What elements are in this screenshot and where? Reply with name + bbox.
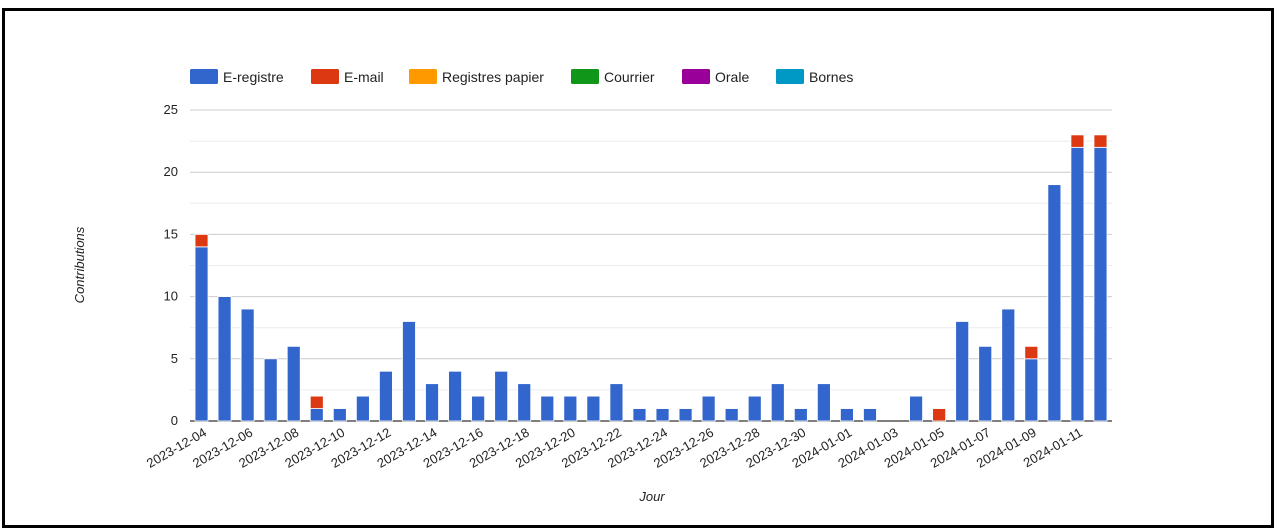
bar-e-registre-2024-01-06: [955, 321, 970, 422]
y-tick-label: 25: [164, 102, 178, 117]
y-axis-title: Contributions: [72, 226, 87, 303]
bar-e-registre-2024-01-07: [978, 345, 993, 422]
bar-e-registre-2023-12-18: [517, 383, 532, 422]
bar-e-registre-2023-12-05: [217, 296, 232, 422]
bar-e-mail-2024-01-11: [1070, 134, 1085, 148]
bar-e-registre-2024-01-04: [909, 395, 923, 422]
bar-e-registre-2023-12-11: [355, 395, 370, 422]
bar-e-registre-2023-12-26: [701, 395, 716, 422]
bar-e-registre-2023-12-29: [770, 383, 785, 422]
bar-e-registre-2023-12-16: [471, 395, 486, 422]
chart-frame: [2, 8, 1274, 528]
gridlines: [190, 109, 1112, 422]
y-tick-label: 20: [164, 164, 178, 179]
bar-e-registre-2023-12-09: [309, 408, 324, 422]
bar-e-mail-2024-01-12: [1093, 134, 1108, 148]
bar-e-registre-2023-12-21: [586, 395, 601, 422]
bar-e-registre-2024-01-09: [1024, 358, 1039, 422]
legend-swatch-courrier: [571, 69, 599, 84]
stacked-bar-chart: E-registre E-mail Registres papier Courrier…: [72, 69, 1112, 504]
bar-e-registre-2024-01-11: [1070, 146, 1085, 422]
legend-label-orale: Orale: [715, 69, 749, 85]
legend-label-e-mail: E-mail: [344, 69, 384, 85]
legend-swatch-e-registre: [190, 69, 218, 84]
bar-e-registre-2023-12-14: [425, 383, 439, 422]
bar-e-registre-2023-12-24: [655, 408, 670, 422]
bar-e-registre-2023-12-19: [540, 395, 555, 422]
bar-e-registre-2024-01-12: [1093, 146, 1108, 422]
bar-e-mail-2024-01-09: [1024, 345, 1039, 360]
bar-e-registre-2023-12-15: [448, 370, 462, 422]
bar-e-registre-2023-12-30: [793, 408, 808, 422]
legend-swatch-bornes: [776, 69, 804, 84]
bar-e-registre-2024-01-01: [840, 408, 854, 422]
y-tick-label: 10: [164, 289, 178, 304]
bar-e-registre-2023-12-07: [263, 358, 278, 422]
legend-label-e-registre: E-registre: [223, 69, 284, 85]
bar-e-registre-2023-12-13: [402, 321, 416, 422]
bar-e-mail-2023-12-09: [309, 395, 324, 409]
bar-e-registre-2023-12-22: [609, 383, 624, 422]
legend-label-registres-papier: Registres papier: [442, 69, 544, 85]
bar-e-registre-2023-12-27: [724, 408, 739, 422]
y-tick-label: 15: [164, 226, 178, 241]
bar-e-registre-2023-12-17: [494, 370, 509, 422]
bar-e-registre-2023-12-10: [332, 408, 347, 422]
bar-e-registre-2024-01-02: [863, 408, 877, 422]
bar-e-registre-2024-01-10: [1047, 184, 1062, 422]
bar-e-registre-2023-12-12: [379, 370, 393, 422]
bar-e-registre-2023-12-31: [816, 383, 831, 422]
legend-label-courrier: Courrier: [604, 69, 655, 85]
legend: E-registre E-mail Registres papier Courrier…: [190, 69, 853, 85]
bar-e-registre-2023-12-08: [286, 345, 301, 422]
bar-e-registre-2023-12-06: [240, 308, 255, 422]
legend-swatch-orale: [682, 69, 710, 84]
bar-e-registre-2023-12-04: [194, 246, 209, 422]
y-tick-label: 5: [171, 351, 178, 366]
bars: [194, 134, 1108, 422]
x-axis-ticks: 2023-12-042023-12-062023-12-082023-12-10…: [144, 425, 1085, 471]
bar-e-registre-2024-01-08: [1001, 308, 1016, 422]
x-axis-title: Jour: [638, 489, 665, 504]
legend-swatch-registres-papier: [409, 69, 437, 84]
y-axis-ticks: 0 5 10 15 20 25: [164, 102, 178, 428]
bar-e-registre-2023-12-23: [632, 408, 647, 422]
bar-e-mail-2023-12-04: [194, 233, 209, 248]
bar-e-mail-2024-01-05: [932, 408, 947, 422]
legend-swatch-e-mail: [311, 69, 339, 84]
bar-e-registre-2023-12-28: [747, 395, 762, 422]
bar-e-registre-2023-12-25: [678, 408, 693, 422]
y-tick-label: 0: [171, 413, 178, 428]
bar-e-registre-2023-12-20: [563, 395, 578, 422]
legend-label-bornes: Bornes: [809, 69, 853, 85]
